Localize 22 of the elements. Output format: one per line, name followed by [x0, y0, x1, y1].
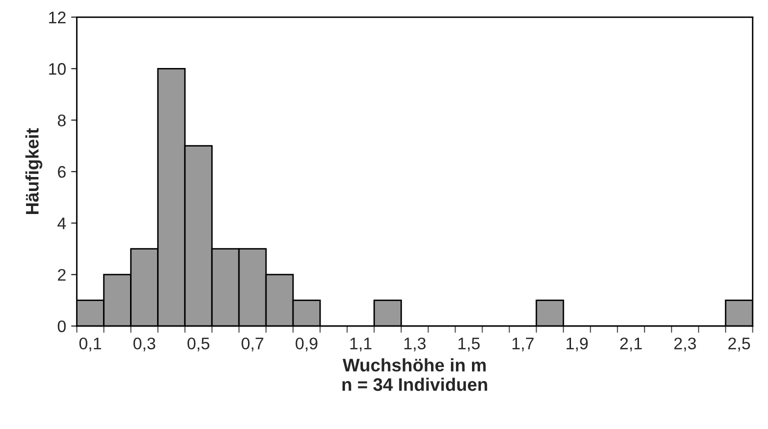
x-tick-label: 1,5	[458, 338, 480, 352]
x-tick-label: 1,7	[512, 338, 534, 352]
y-tick-label: 4	[58, 218, 66, 230]
x-tick-label: 0,7	[242, 338, 264, 352]
x-tick-label: 2,1	[620, 338, 642, 352]
y-tick-label: 6	[58, 166, 66, 178]
y-tick-label: 8	[58, 114, 66, 126]
x-tick-label: 2,5	[728, 338, 750, 352]
x-tick-label: 0,1	[79, 338, 102, 352]
x-tick-label: 2,3	[674, 338, 696, 352]
x-tick-label: 0,5	[188, 338, 210, 352]
x-tick-label: 0,3	[133, 338, 156, 352]
x-tick-label: 1,3	[404, 338, 426, 352]
x-axis-title: Wuchshöhe in m n = 34 Individuen	[342, 358, 488, 391]
x-tick-label: 1,1	[350, 338, 372, 352]
x-tick-label: 1,9	[566, 338, 588, 352]
y-tick-label: 10	[49, 63, 66, 75]
y-tick-label: 2	[58, 268, 66, 281]
y-tick-label: 12	[49, 12, 66, 24]
y-tick-label: 0	[58, 320, 66, 332]
x-tick-label: 0,9	[296, 338, 318, 352]
y-axis-title: Häufigkeit	[25, 128, 42, 214]
